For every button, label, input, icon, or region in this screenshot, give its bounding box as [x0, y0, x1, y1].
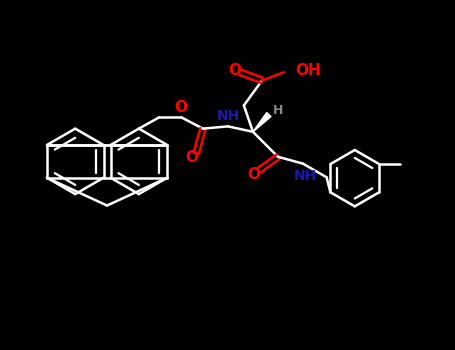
Text: NH: NH [216, 109, 240, 123]
Text: O: O [175, 100, 187, 115]
Text: O: O [228, 63, 241, 77]
Text: O: O [247, 167, 260, 182]
Text: OH: OH [295, 63, 321, 77]
Text: NH: NH [293, 169, 317, 183]
Text: H: H [273, 104, 283, 117]
Polygon shape [253, 113, 271, 132]
Text: O: O [185, 150, 198, 165]
